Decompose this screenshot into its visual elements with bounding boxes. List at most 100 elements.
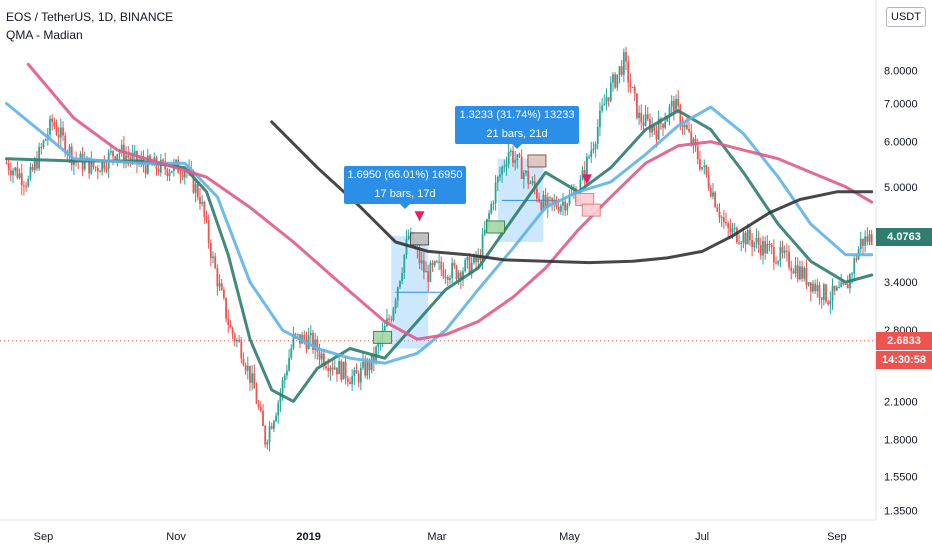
candle-body <box>644 114 647 126</box>
candle-body <box>422 260 425 273</box>
x-tick-label: Sep <box>827 531 847 543</box>
y-tick-label: 8.0000 <box>884 66 918 78</box>
candle-body <box>635 93 638 118</box>
candle-body <box>870 234 873 245</box>
candle-body <box>259 407 262 411</box>
candle-body <box>179 173 182 176</box>
candle-body <box>668 106 671 118</box>
candle-body <box>529 183 532 185</box>
candle-body <box>418 249 421 264</box>
candle-body <box>388 318 390 320</box>
candle-body <box>499 174 501 177</box>
candle-body <box>49 118 51 135</box>
y-tick-label: 2.1000 <box>884 396 918 408</box>
candle-body <box>357 373 360 383</box>
measure-tooltip-1: 1.6950 (66.01%) 16950 17 bars, 17d <box>344 166 466 209</box>
candle-body <box>38 147 41 169</box>
candle-body <box>705 165 708 176</box>
candle-body <box>425 270 427 273</box>
candle-body <box>701 167 704 170</box>
candle-body <box>792 271 795 274</box>
candle-body <box>551 197 554 202</box>
candle-body <box>433 261 436 266</box>
candle-body <box>831 285 834 301</box>
candle-body <box>827 301 830 305</box>
candle-body <box>555 201 558 208</box>
candle-body <box>270 426 273 429</box>
candle-body <box>446 276 449 280</box>
candle-body <box>312 332 314 351</box>
candle-body <box>457 272 460 280</box>
candle-body <box>481 234 484 261</box>
signal-entry-box <box>486 220 506 234</box>
candle-body <box>772 247 775 263</box>
candle-body <box>59 127 62 138</box>
candle-body <box>646 114 649 120</box>
candle-body <box>127 155 130 158</box>
moving-average-pink <box>26 62 874 341</box>
candle-body <box>703 165 706 168</box>
candle-body <box>822 284 825 300</box>
candle-body <box>90 159 93 174</box>
candle-body <box>23 185 25 187</box>
candle-body <box>316 339 319 352</box>
candle-body <box>309 332 312 336</box>
candle-body <box>781 247 784 253</box>
candle-body <box>785 250 788 252</box>
candle-body <box>214 256 217 269</box>
candle-body <box>253 373 256 389</box>
candle-body <box>346 378 349 383</box>
candle-body <box>603 103 606 106</box>
candle-body <box>396 287 399 301</box>
candle-body <box>277 403 280 416</box>
candle-body <box>51 118 54 122</box>
candle-body <box>472 255 475 263</box>
candle-body <box>855 258 858 260</box>
candle-body <box>320 353 323 360</box>
candle-body <box>594 143 597 149</box>
candle-body <box>7 163 10 171</box>
candle-body <box>814 283 817 292</box>
candle-body <box>825 284 827 302</box>
candle-body <box>272 421 275 429</box>
candle-body <box>322 353 325 367</box>
candle-body <box>475 255 477 263</box>
candle-body <box>557 207 560 212</box>
candle-body <box>712 192 714 197</box>
candle-body <box>257 403 260 408</box>
candle-body <box>449 277 451 280</box>
candle-body <box>818 285 821 298</box>
candle-body <box>609 82 612 101</box>
candle-body <box>805 267 808 285</box>
candle-body <box>101 159 104 172</box>
candle-body <box>464 260 467 272</box>
candle-body <box>194 184 197 193</box>
candle-body <box>383 326 386 331</box>
candle-body <box>605 97 608 104</box>
candle-body <box>468 257 471 275</box>
candle-body <box>864 236 867 246</box>
candle-body <box>162 159 164 162</box>
candle-body <box>31 166 34 171</box>
candle-body <box>709 188 712 197</box>
candle-body <box>859 238 862 249</box>
currency-unit-button[interactable]: USDT <box>886 7 926 27</box>
candle-body <box>251 373 254 383</box>
candle-body <box>868 234 871 242</box>
candle-body <box>725 221 727 224</box>
candle-body <box>788 251 790 268</box>
candle-body <box>205 216 208 221</box>
candle-body <box>212 256 214 259</box>
candle-body <box>283 375 286 381</box>
candle-body <box>340 361 343 380</box>
candle-body <box>755 237 758 243</box>
measure-tooltip-2-change: 1.3233 (31.74%) 13233 <box>459 109 575 121</box>
x-tick-label: May <box>559 531 580 543</box>
candle-body <box>266 442 269 445</box>
candle-body <box>840 282 843 288</box>
candle-body <box>368 361 371 371</box>
candle-body <box>351 376 354 385</box>
candle-body <box>790 267 793 272</box>
candle-body <box>585 156 588 179</box>
